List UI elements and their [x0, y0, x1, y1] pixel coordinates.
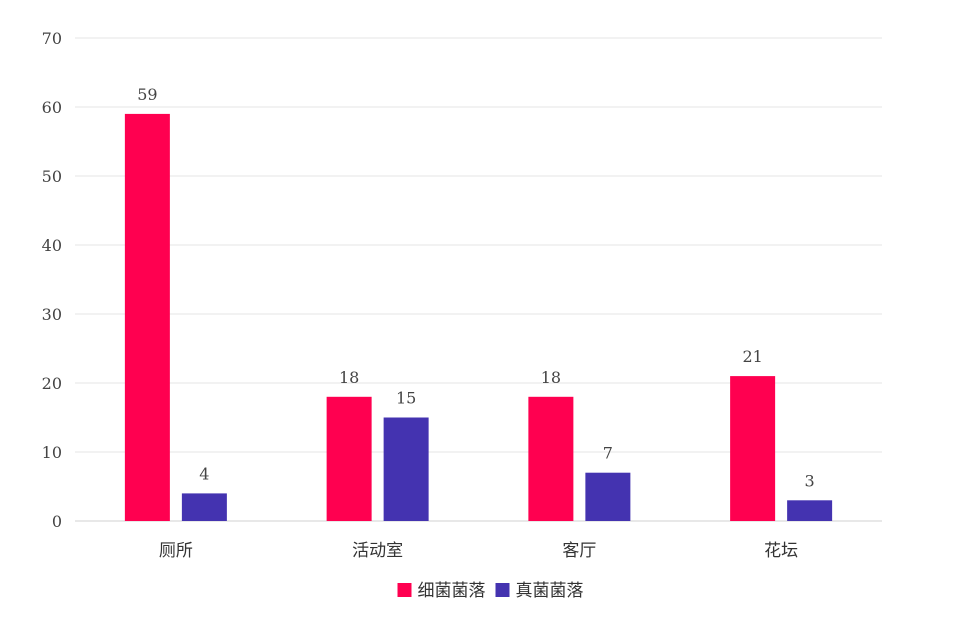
x-tick-label: 客厅: [562, 541, 596, 561]
y-tick-label: 0: [52, 512, 62, 531]
data-label: 18: [339, 368, 359, 387]
legend-label: 细菌菌落: [418, 581, 486, 601]
x-tick-label: 活动室: [352, 541, 403, 561]
bar: [124, 113, 170, 522]
data-label: 59: [137, 85, 157, 104]
legend: 细菌菌落 真菌菌落: [397, 581, 584, 601]
y-tick-label: 10: [42, 443, 62, 462]
data-label: 4: [199, 464, 209, 483]
x-tick-label: 厕所: [159, 541, 193, 561]
data-label: 18: [541, 368, 561, 387]
data-labels: 59 4 18 15 18 7 21 3: [137, 85, 815, 490]
y-tick-label: 20: [42, 374, 62, 393]
bar: [528, 396, 574, 521]
legend-item: 细菌菌落: [397, 581, 486, 601]
legend-swatch: [397, 583, 412, 597]
gridlines: [75, 37, 882, 522]
x-tick-label: 花坛: [764, 541, 798, 561]
x-axis: 厕所 活动室 客厅 花坛: [159, 541, 798, 561]
legend-swatch: [495, 583, 510, 597]
bar: [383, 417, 429, 521]
bar: [585, 472, 631, 521]
data-label: 21: [742, 347, 762, 366]
bar: [787, 500, 833, 521]
y-tick-label: 60: [42, 98, 62, 117]
bar: [181, 493, 227, 521]
data-label: 7: [603, 444, 613, 463]
y-tick-label: 40: [42, 236, 62, 255]
y-tick-label: 50: [42, 167, 62, 186]
legend-item: 真菌菌落: [495, 581, 584, 601]
bars: [124, 113, 833, 522]
y-axis: 0 10 20 30 40 50 60 70: [42, 29, 62, 531]
data-label: 15: [396, 389, 416, 408]
data-label: 3: [805, 471, 815, 490]
bar: [730, 376, 776, 521]
bar: [326, 396, 372, 521]
legend-label: 真菌菌落: [516, 581, 584, 601]
y-tick-label: 30: [42, 305, 62, 324]
y-tick-label: 70: [42, 29, 62, 48]
